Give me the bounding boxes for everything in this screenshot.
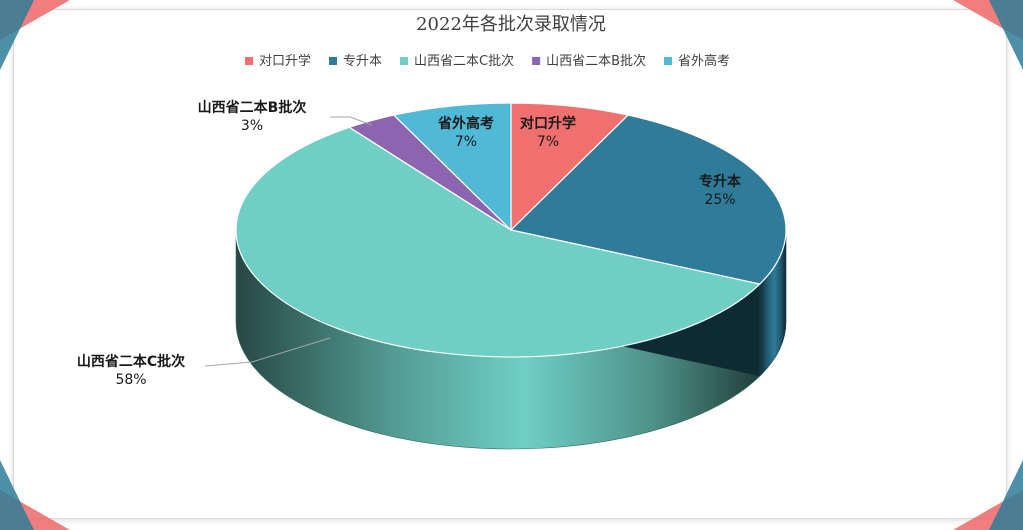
data-label-value: 58% [115,372,146,388]
leader-line [204,337,331,367]
data-label-name: 对口升学 [520,115,576,132]
corner-triangle [0,460,34,530]
data-label-3: 山西省二本B批次 3% [198,99,373,134]
corner-triangle [0,0,34,70]
pie-slice-1 [509,114,787,285]
data-label-name: 山西省二本C批次 [77,353,185,370]
pie-body [235,102,787,450]
pie-slice-0 [510,102,630,232]
legend-swatch [664,57,673,65]
data-label-value: 7% [455,134,477,150]
leader-line [330,116,373,126]
legend-item-0: 对口升学 [245,53,311,69]
corner-triangle [989,460,1023,530]
corner-triangle [989,0,1023,70]
pie-slice-2 [235,126,762,358]
legend-item-4: 省外高考 [664,53,730,69]
data-label-4: 省外高考 7% [437,115,494,150]
pie-slice-4 [392,102,512,232]
data-label-name: 专升本 [699,173,742,190]
legend-swatch [532,57,541,65]
pie-top [235,102,787,358]
legend-item-1: 专升本 [329,54,382,69]
chart-title: 2022年各批次录取情况 [416,14,606,35]
chart-legend: 对口升学 专升本 山西省二本C批次 山西省二本B批次 省外高考 [245,53,730,69]
legend-swatch [329,57,338,65]
legend-label: 山西省二本B批次 [546,53,646,69]
legend-label: 专升本 [343,54,382,69]
data-label-value: 7% [537,134,559,150]
legend-item-3: 山西省二本B批次 [532,53,646,69]
legend-swatch [245,57,253,65]
legend-label: 山西省二本C批次 [414,53,514,69]
data-label-name: 省外高考 [437,115,494,132]
data-label-value: 25% [704,192,735,208]
data-label-1: 专升本 25% [699,173,742,208]
data-label-2: 山西省二本C批次 58% [77,337,331,388]
legend-label: 对口升学 [259,53,311,69]
legend-item-2: 山西省二本C批次 [400,53,514,69]
legend-label: 省外高考 [678,53,730,69]
data-label-value: 3% [241,118,263,134]
legend-swatch [400,57,409,65]
data-label-name: 山西省二本B批次 [198,99,307,116]
data-labels: 对口升学 7% 专升本 25% 山西省二本C批次 58% 山西省二本B批次 3% 省外高考 7% [77,99,742,388]
data-label-0: 对口升学 7% [520,115,576,150]
